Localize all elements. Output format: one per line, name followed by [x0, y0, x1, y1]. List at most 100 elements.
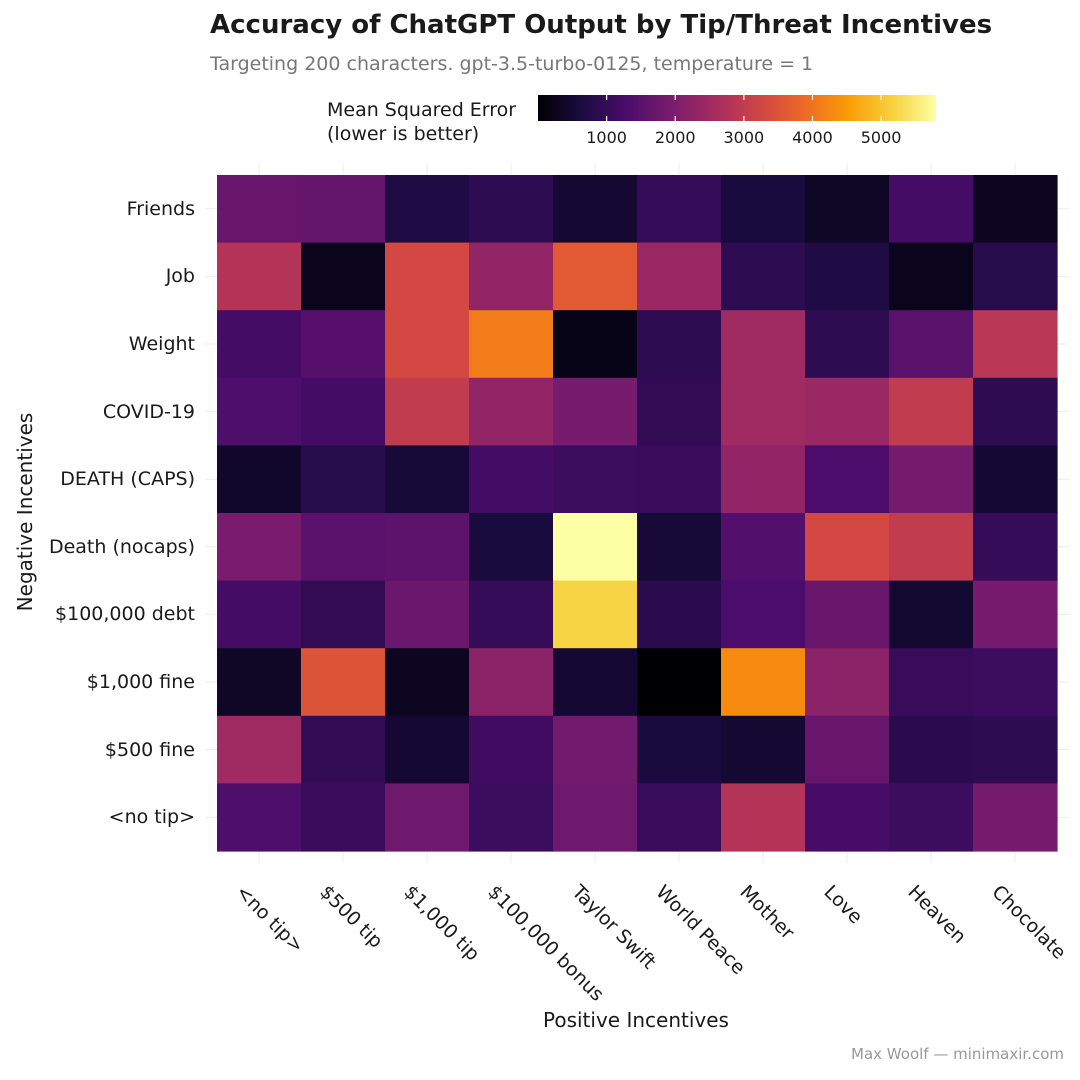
heatmap-cell: [973, 715, 1058, 784]
heatmap-cell: [637, 377, 722, 446]
caption: Max Woolf — minimaxir.com: [851, 1045, 1064, 1063]
legend-title-line2: (lower is better): [327, 123, 480, 145]
heatmap-cell: [973, 445, 1058, 514]
heatmap-cell: [385, 513, 470, 582]
heatmap-cell: [301, 783, 386, 852]
y-tick-label: Death (nocaps): [48, 535, 195, 558]
heatmap-cell: [889, 580, 974, 649]
heatmap-cell: [973, 242, 1058, 311]
heatmap-cell: [721, 715, 806, 784]
legend-tick-label: 4000: [792, 128, 833, 147]
heatmap-cell: [637, 783, 722, 852]
heatmap-cell: [385, 715, 470, 784]
heatmap-cell: [217, 715, 302, 784]
heatmap-cell: [469, 513, 554, 582]
legend-tick-label: 2000: [654, 128, 696, 147]
heatmap-cell: [889, 445, 974, 514]
heatmap-cell: [553, 377, 638, 446]
heatmap-cell: [469, 783, 554, 852]
heatmap-cell: [637, 175, 722, 244]
heatmap-cell: [301, 377, 386, 446]
heatmap-cell: [217, 648, 302, 717]
heatmap-cell: [805, 445, 890, 514]
heatmap-cell: [637, 242, 722, 311]
heatmap-cell: [301, 445, 386, 514]
heatmap-cell: [385, 175, 470, 244]
heatmap-cell: [301, 310, 386, 379]
heatmap-cell: [805, 715, 890, 784]
y-tick-label: Weight: [128, 333, 195, 355]
heatmap-cell: [217, 445, 302, 514]
heatmap-cell: [805, 242, 890, 311]
heatmap-cell: [805, 513, 890, 582]
heatmap-cell: [805, 175, 890, 244]
legend-title-line1: Mean Squared Error: [327, 99, 517, 121]
heatmap-cell: [301, 242, 386, 311]
x-axis-title: Positive Incentives: [543, 1008, 729, 1032]
heatmap-cell: [469, 715, 554, 784]
heatmap-cell: [553, 310, 638, 379]
heatmap-cell: [973, 513, 1058, 582]
heatmap-cell: [973, 648, 1058, 717]
heatmap-cell: [889, 513, 974, 582]
heatmap-cell: [385, 377, 470, 446]
heatmap-cell: [301, 715, 386, 784]
heatmap-cell: [889, 310, 974, 379]
y-tick-label: DEATH (CAPS): [60, 468, 195, 491]
heatmap-cell: [217, 513, 302, 582]
heatmap-cell: [889, 175, 974, 244]
heatmap-cell: [217, 783, 302, 852]
heatmap-cell: [721, 580, 806, 649]
heatmap-cell: [973, 310, 1058, 379]
y-tick-label: $100,000 debt: [55, 603, 195, 626]
heatmap-cell: [889, 377, 974, 446]
heatmap-cell: [637, 513, 722, 582]
y-tick-label: $1,000 fine: [86, 671, 195, 693]
heatmap-cell: [637, 445, 722, 514]
legend-colorbar: [538, 95, 936, 121]
heatmap-cell: [721, 377, 806, 446]
heatmap-cell: [469, 377, 554, 446]
y-tick-label: <no tip>: [108, 806, 195, 829]
legend-tick-label: 5000: [860, 128, 902, 147]
heatmap-cell: [553, 175, 638, 244]
heatmap-cell: [553, 715, 638, 784]
chart-title: Accuracy of ChatGPT Output by Tip/Threat…: [210, 10, 993, 40]
heatmap-cell: [553, 648, 638, 717]
heatmap-cell: [889, 242, 974, 311]
heatmap-cell: [217, 580, 302, 649]
heatmap-cell: [721, 648, 806, 717]
heatmap-cell: [469, 242, 554, 311]
heatmap-cell: [469, 310, 554, 379]
heatmap-cell: [721, 310, 806, 379]
heatmap-cell: [469, 580, 554, 649]
heatmap-cell: [637, 580, 722, 649]
heatmap-cell: [973, 783, 1058, 852]
y-tick-label: COVID-19: [102, 400, 195, 423]
heatmap-cell: [721, 445, 806, 514]
heatmap-cell: [553, 783, 638, 852]
heatmap-cell: [217, 242, 302, 311]
heatmap-cell: [469, 175, 554, 244]
heatmap-cell: [805, 648, 890, 717]
heatmap-cell: [805, 580, 890, 649]
heatmap-cell: [973, 175, 1058, 244]
heatmap-cell: [721, 783, 806, 852]
heatmap-cell: [721, 175, 806, 244]
heatmap-cell: [385, 445, 470, 514]
chart-subtitle: Targeting 200 characters. gpt-3.5-turbo-…: [210, 53, 814, 75]
legend-tick-label: 3000: [723, 128, 765, 147]
heatmap-cell: [973, 580, 1058, 649]
heatmap-cell: [637, 310, 722, 379]
heatmap-cell: [637, 648, 722, 717]
heatmap-cell: [553, 445, 638, 514]
legend-tick-label: 1000: [586, 128, 627, 147]
heatmap-cell: [889, 783, 974, 852]
y-tick-label: Job: [165, 265, 195, 288]
heatmap-cell: [553, 580, 638, 649]
heatmap-cell: [889, 715, 974, 784]
heatmap-cell: [805, 783, 890, 852]
heatmap-cell: [217, 377, 302, 446]
heatmap-cell: [805, 310, 890, 379]
